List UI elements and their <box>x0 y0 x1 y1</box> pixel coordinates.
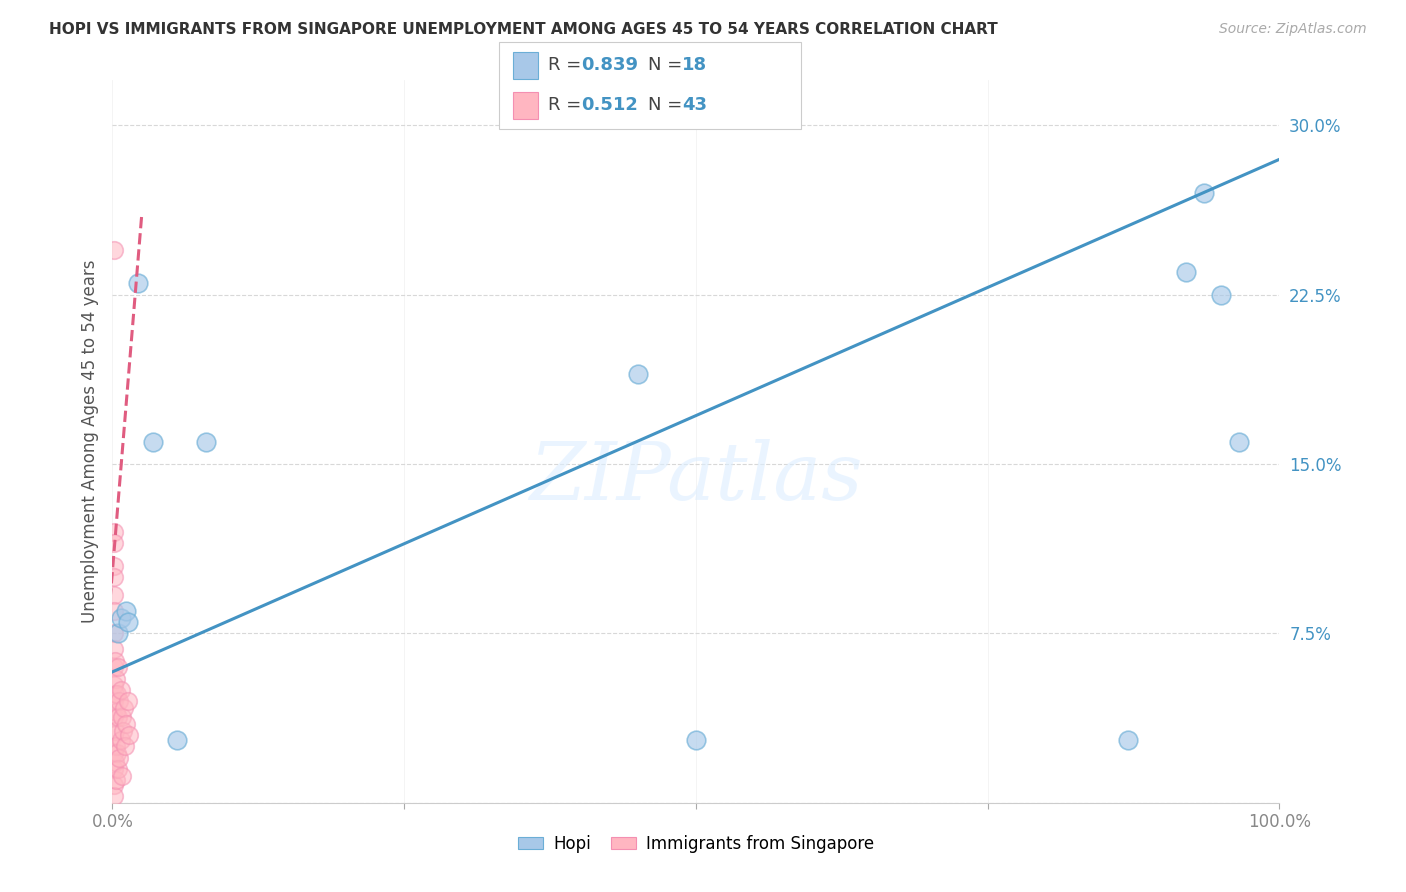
Point <box>105 687 128 701</box>
Point <box>108 694 131 708</box>
Text: 43: 43 <box>682 96 707 114</box>
Point <box>111 710 134 724</box>
Point <box>107 762 129 776</box>
Point <box>103 626 125 640</box>
Point <box>104 755 127 769</box>
Point <box>103 728 125 742</box>
Point <box>103 778 125 792</box>
Point <box>104 654 127 668</box>
Text: HOPI VS IMMIGRANTS FROM SINGAPORE UNEMPLOYMENT AMONG AGES 45 TO 54 YEARS CORRELA: HOPI VS IMMIGRANTS FROM SINGAPORE UNEMPL… <box>49 22 998 37</box>
Point <box>103 558 125 573</box>
Point <box>108 750 131 764</box>
Point <box>105 746 128 760</box>
Point <box>103 536 125 550</box>
Legend: Hopi, Immigrants from Singapore: Hopi, Immigrants from Singapore <box>512 828 880 860</box>
Point <box>114 739 136 754</box>
Point <box>103 710 125 724</box>
Point <box>103 642 125 657</box>
Text: 0.512: 0.512 <box>581 96 637 114</box>
Point <box>103 678 125 692</box>
Text: N =: N = <box>648 56 688 74</box>
Text: Source: ZipAtlas.com: Source: ZipAtlas.com <box>1219 22 1367 37</box>
Point <box>110 732 132 747</box>
Point <box>104 672 127 686</box>
Point <box>103 762 125 776</box>
Point <box>104 739 127 754</box>
Point <box>110 610 132 624</box>
Point <box>103 570 125 584</box>
Point <box>112 701 135 715</box>
Text: N =: N = <box>648 96 688 114</box>
Point <box>103 243 125 257</box>
Point <box>1116 732 1139 747</box>
Point <box>118 728 141 742</box>
Point <box>104 706 127 720</box>
Point <box>115 716 138 731</box>
Text: 18: 18 <box>682 56 707 74</box>
Point <box>194 434 217 449</box>
Point <box>110 682 132 697</box>
Point <box>627 367 650 381</box>
Point <box>103 746 125 760</box>
Point <box>142 434 165 449</box>
Point <box>107 626 129 640</box>
Text: R =: R = <box>548 96 588 114</box>
Y-axis label: Unemployment Among Ages 45 to 54 years: Unemployment Among Ages 45 to 54 years <box>80 260 98 624</box>
Point <box>103 588 125 602</box>
Point <box>107 660 129 674</box>
Point <box>104 773 127 788</box>
Point <box>166 732 188 747</box>
Point <box>104 723 127 738</box>
Point <box>1227 434 1250 449</box>
Point <box>103 524 125 539</box>
Point <box>103 660 125 674</box>
Point <box>103 694 125 708</box>
Point <box>111 723 134 738</box>
Point <box>1192 186 1215 201</box>
Point <box>103 604 125 618</box>
Point <box>104 687 127 701</box>
Point <box>1209 287 1232 301</box>
Point <box>127 277 149 291</box>
Text: ZIPatlas: ZIPatlas <box>529 439 863 516</box>
Point <box>107 710 129 724</box>
Point <box>117 615 139 630</box>
Point <box>111 769 134 783</box>
Point <box>115 604 138 618</box>
Point <box>685 732 707 747</box>
Text: R =: R = <box>548 56 588 74</box>
Point <box>1175 265 1198 279</box>
Text: 0.839: 0.839 <box>581 56 638 74</box>
Point <box>103 789 125 803</box>
Point <box>117 694 139 708</box>
